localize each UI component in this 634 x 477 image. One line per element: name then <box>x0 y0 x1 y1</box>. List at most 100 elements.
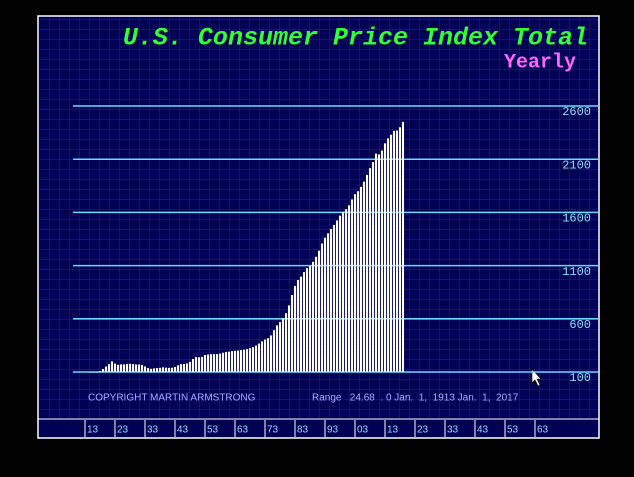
bar <box>356 191 360 372</box>
bar <box>101 369 105 372</box>
bar <box>332 224 336 372</box>
bar <box>362 181 366 372</box>
bar <box>143 366 147 372</box>
bar <box>257 343 261 372</box>
bar <box>338 215 342 372</box>
bar <box>359 186 363 372</box>
bar <box>110 361 114 372</box>
bar <box>281 318 285 372</box>
bar <box>380 150 384 372</box>
bar <box>227 351 231 372</box>
bar <box>398 127 402 372</box>
y-tick-label: 1100 <box>562 265 591 279</box>
bar <box>155 368 159 372</box>
x-tick-label: 93 <box>327 425 339 436</box>
bar <box>104 366 108 372</box>
bar <box>98 371 102 372</box>
copyright: COPYRIGHT MARTIN ARMSTRONG <box>88 393 256 404</box>
bar <box>254 345 258 372</box>
bar <box>218 353 222 372</box>
bar <box>296 279 300 372</box>
bar <box>299 276 303 372</box>
bar <box>200 356 204 372</box>
bar <box>215 354 219 372</box>
bar <box>284 313 288 372</box>
bar <box>152 368 156 372</box>
bar <box>167 367 171 372</box>
bar <box>278 322 282 372</box>
bar <box>164 367 168 372</box>
bar <box>374 153 378 372</box>
bar <box>320 243 324 372</box>
bar <box>137 364 141 372</box>
bar <box>161 367 165 372</box>
cursor <box>531 368 542 387</box>
y-tick-label: 2600 <box>562 105 591 119</box>
bar <box>185 363 189 372</box>
range-note: Range 24.68 . 0 Jan. 1, 1913 Jan. 1, 201… <box>312 393 519 404</box>
bar <box>116 364 120 372</box>
bar <box>326 233 330 372</box>
bar <box>245 349 249 372</box>
y-tick-label: 2100 <box>562 158 591 172</box>
y-tick-label: 600 <box>569 318 591 332</box>
bar <box>125 364 129 372</box>
bar <box>242 349 246 372</box>
x-tick-label: 63 <box>537 425 549 436</box>
bar <box>140 364 144 372</box>
chart-title: U.S. Consumer Price Index Total <box>123 24 588 53</box>
bar <box>308 266 312 372</box>
bar <box>386 138 390 372</box>
bar <box>260 341 264 372</box>
bar <box>221 352 225 372</box>
x-tick-label: 83 <box>297 425 309 436</box>
bar <box>191 358 195 372</box>
bar <box>269 335 273 372</box>
bar <box>158 367 162 372</box>
bar <box>206 354 210 372</box>
bar <box>149 368 153 372</box>
bar <box>197 357 201 372</box>
bar <box>353 194 357 372</box>
bar <box>350 199 354 372</box>
bar <box>365 174 369 372</box>
x-tick-label: 63 <box>237 425 249 436</box>
bar <box>311 261 315 372</box>
bar <box>305 268 309 372</box>
x-tick-label: 43 <box>177 425 189 436</box>
bar <box>341 211 345 372</box>
x-tick-label: 03 <box>357 425 369 436</box>
bar <box>290 294 294 372</box>
y-tick-label: 1600 <box>562 212 591 226</box>
bar <box>95 371 99 373</box>
bar <box>371 162 375 372</box>
bar <box>113 363 117 372</box>
y-tick-label: 100 <box>569 371 591 385</box>
bar <box>239 350 243 372</box>
x-tick-label: 53 <box>507 425 519 436</box>
bar <box>92 372 96 373</box>
bar <box>293 285 297 372</box>
x-tick-label: 23 <box>117 425 129 436</box>
bar <box>347 205 351 372</box>
bar <box>302 272 306 372</box>
bar <box>377 154 381 372</box>
x-tick-label: 23 <box>417 425 429 436</box>
bar <box>344 209 348 372</box>
bar <box>392 130 396 372</box>
x-tick-label: 43 <box>477 425 489 436</box>
bar <box>248 348 252 372</box>
bar <box>272 330 276 372</box>
bar <box>230 351 234 372</box>
bar <box>329 228 333 372</box>
bar <box>368 168 372 372</box>
x-tick-label: 33 <box>147 425 159 436</box>
bar <box>128 363 132 372</box>
bar <box>287 305 291 372</box>
bar <box>383 143 387 372</box>
bar <box>194 356 198 372</box>
bar <box>134 364 138 372</box>
bar <box>335 220 339 372</box>
bar <box>170 367 174 372</box>
